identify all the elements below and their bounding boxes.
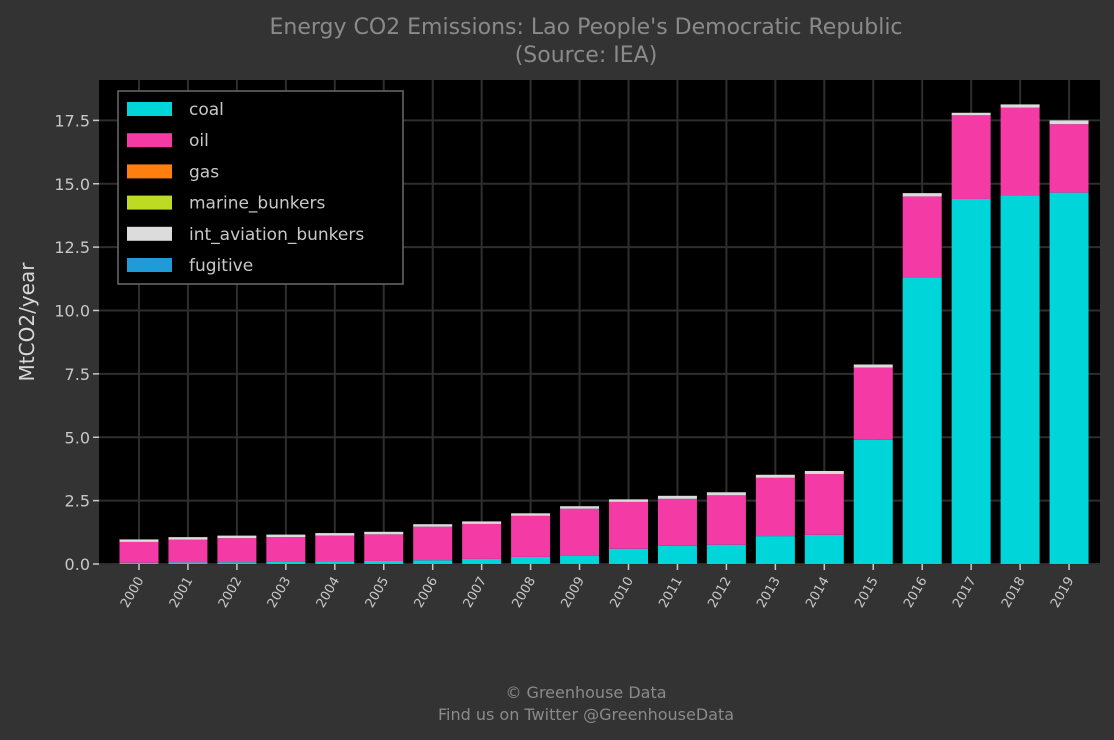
y-tick-label: 2.5: [65, 492, 90, 511]
bar-oil-2012: [706, 495, 746, 545]
bar-coal-2019: [1049, 192, 1089, 564]
bar-oil-2018: [1000, 107, 1040, 196]
bar-int_aviation_bunkers-2006: [413, 524, 453, 527]
legend-label-marine_bunkers: marine_bunkers: [189, 194, 325, 214]
bar-oil-2006: [413, 526, 453, 561]
bar-coal-2016: [902, 277, 942, 564]
y-tick-label: 0.0: [65, 555, 90, 574]
bar-coal-2005: [364, 560, 404, 564]
bar-oil-2014: [804, 474, 844, 535]
bar-int_aviation_bunkers-2007: [462, 521, 502, 524]
bar-int_aviation_bunkers-2019: [1049, 120, 1089, 125]
legend-swatch-coal: [127, 102, 172, 116]
legend-label-coal: coal: [189, 100, 224, 120]
bar-coal-2006: [413, 560, 453, 564]
bar-coal-2008: [511, 556, 551, 564]
bar-int_aviation_bunkers-2017: [951, 112, 991, 116]
legend-swatch-oil: [127, 133, 172, 148]
bar-int_aviation_bunkers-2004: [315, 533, 355, 536]
bar-oil-2013: [755, 477, 795, 537]
bar-coal-2017: [951, 198, 991, 564]
bar-coal-2000: [119, 562, 159, 564]
legend-swatch-fugitive: [127, 258, 172, 272]
bar-coal-2014: [804, 534, 844, 564]
legend-swatch-marine_bunkers: [127, 195, 172, 210]
bar-oil-2007: [462, 523, 502, 559]
bar-coal-2003: [266, 561, 306, 564]
bar-int_aviation_bunkers-2016: [902, 193, 942, 197]
bar-int_aviation_bunkers-2014: [804, 470, 844, 475]
y-tick-label: 12.5: [54, 238, 90, 257]
bar-oil-2017: [951, 115, 991, 199]
bar-oil-2001: [168, 539, 208, 563]
bar-coal-2009: [560, 555, 600, 564]
bar-oil-2002: [217, 538, 257, 563]
bar-oil-2003: [266, 537, 306, 562]
y-tick-label: 5.0: [65, 428, 90, 447]
chart-subtitle: (Source: IEA): [515, 43, 658, 68]
bar-int_aviation_bunkers-2000: [119, 539, 159, 542]
bar-int_aviation_bunkers-2013: [755, 474, 795, 478]
bar-int_aviation_bunkers-2018: [1000, 104, 1040, 108]
bar-int_aviation_bunkers-2009: [560, 506, 600, 509]
legend-label-int_aviation_bunkers: int_aviation_bunkers: [189, 225, 364, 245]
bar-oil-2010: [609, 501, 648, 549]
bar-oil-2004: [315, 535, 355, 562]
bar-oil-2019: [1049, 124, 1089, 193]
bar-int_aviation_bunkers-2012: [706, 492, 746, 496]
legend: coal oil gas marine_bunkers int_aviation_bun…: [117, 90, 404, 285]
footer-copyright: © Greenhouse Data: [505, 683, 666, 702]
bar-int_aviation_bunkers-2003: [266, 534, 306, 538]
footer-twitter: Find us on Twitter @GreenhouseData: [438, 705, 734, 724]
y-axis-label: MtCO2/year: [15, 262, 39, 382]
bar-coal-2004: [315, 561, 355, 564]
bar-coal-2013: [755, 536, 795, 564]
bar-oil-2005: [364, 534, 404, 561]
bar-oil-2000: [119, 541, 159, 563]
y-tick-label: 15.0: [54, 175, 90, 194]
y-tick-label: 17.5: [54, 111, 90, 130]
legend-label-gas: gas: [189, 162, 219, 182]
bar-int_aviation_bunkers-2008: [511, 513, 551, 516]
bar-int_aviation_bunkers-2010: [609, 499, 648, 502]
bars: [119, 104, 1089, 564]
bar-coal-2010: [609, 548, 648, 564]
chart-title: Energy CO2 Emissions: Lao People's Democ…: [269, 15, 902, 40]
legend-label-fugitive: fugitive: [189, 256, 253, 276]
bar-int_aviation_bunkers-2011: [657, 495, 697, 499]
bar-coal-2007: [462, 558, 502, 564]
bar-coal-2001: [168, 562, 208, 564]
bar-oil-2016: [902, 196, 942, 278]
legend-swatch-gas: [127, 164, 172, 179]
bar-int_aviation_bunkers-2005: [364, 531, 404, 535]
legend-box: [117, 90, 404, 285]
y-tick-label: 10.0: [54, 302, 90, 321]
bar-oil-2011: [657, 498, 697, 546]
bar-coal-2015: [853, 439, 893, 564]
legend-label-oil: oil: [189, 131, 209, 151]
bar-oil-2015: [853, 367, 893, 440]
y-tick-label: 7.5: [65, 365, 90, 384]
legend-swatch-int_aviation_bunkers: [127, 226, 172, 241]
bar-coal-2002: [217, 562, 257, 564]
bar-int_aviation_bunkers-2002: [217, 535, 257, 539]
bar-int_aviation_bunkers-2015: [853, 364, 893, 368]
bar-oil-2008: [511, 515, 551, 557]
bar-coal-2012: [706, 544, 746, 564]
bar-coal-2011: [657, 545, 697, 564]
bar-coal-2018: [1000, 195, 1040, 564]
bar-oil-2009: [560, 508, 600, 556]
bar-int_aviation_bunkers-2001: [168, 537, 208, 540]
y-axis: 0.0 2.5 5.0 7.5 10.0 12.5 15.0 17.5: [54, 111, 99, 574]
